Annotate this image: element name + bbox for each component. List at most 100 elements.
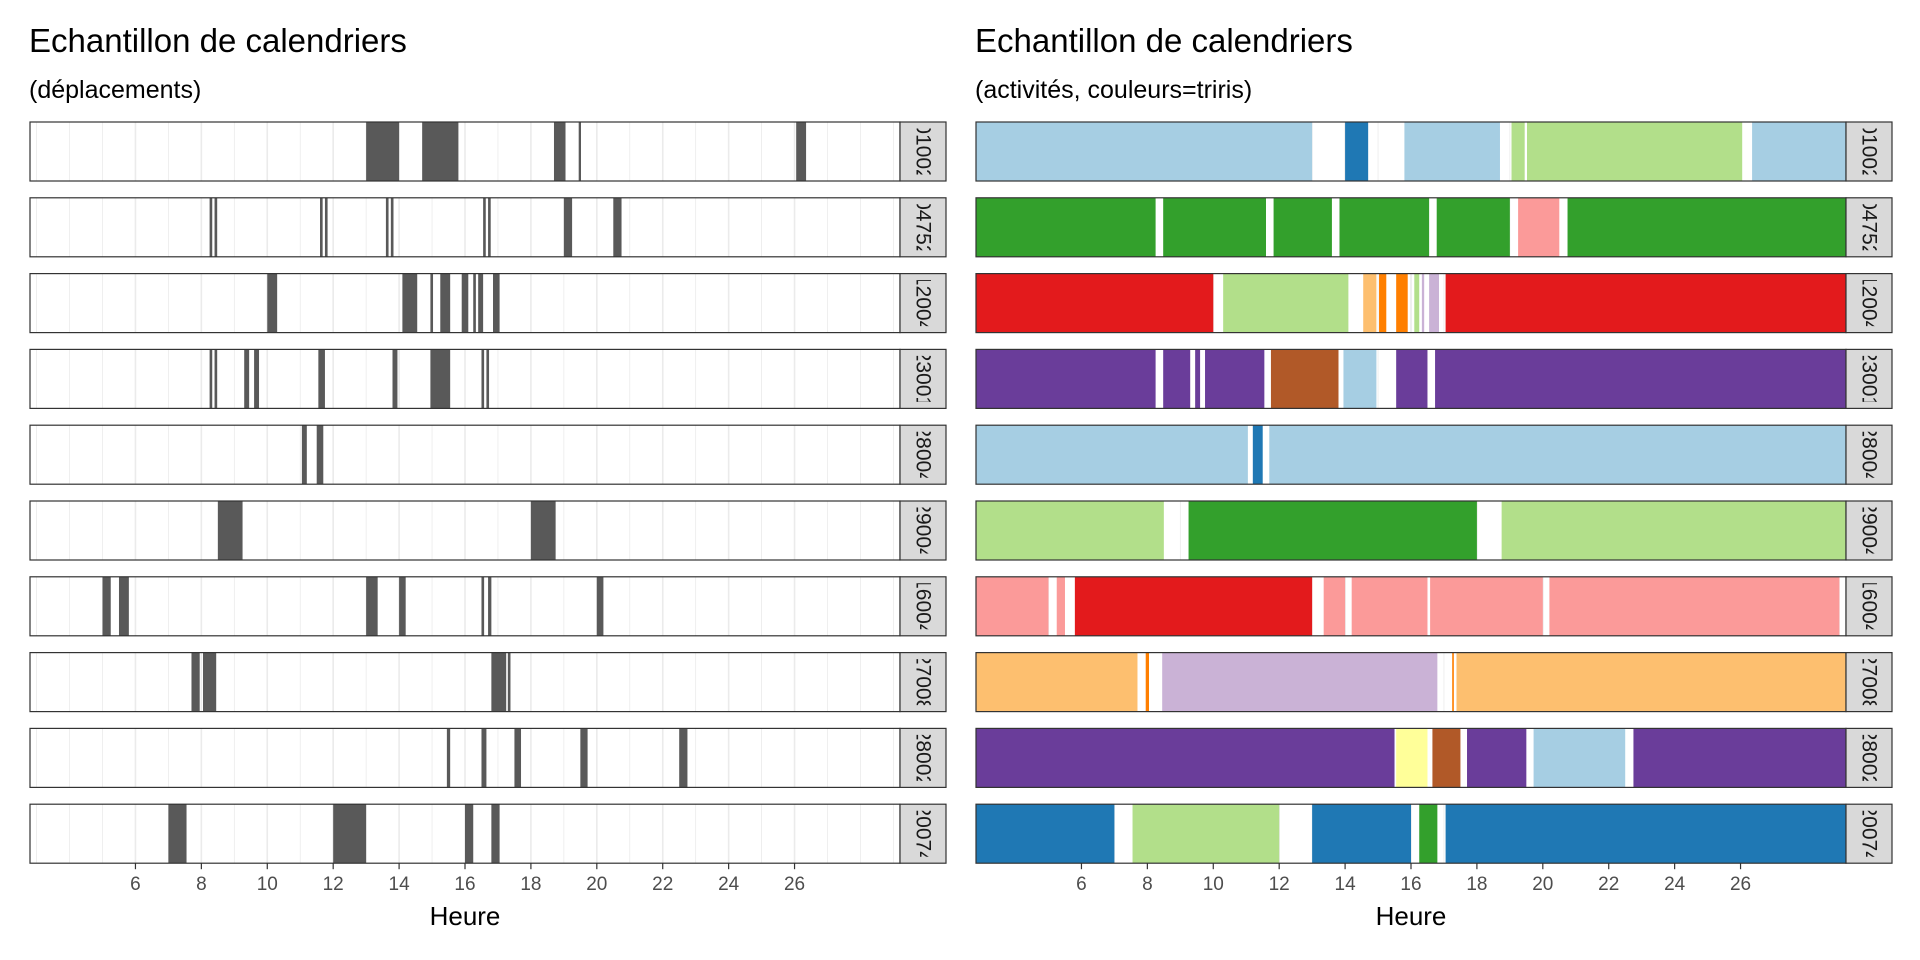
activity-bar bbox=[1323, 576, 1346, 636]
facet-29004: 29004 bbox=[975, 500, 1893, 561]
trip-bar bbox=[209, 349, 213, 409]
trip-bar bbox=[430, 273, 434, 333]
left-panel-group: 01002 04752 12004 23001 28004 29004 16004 27008… bbox=[29, 121, 947, 931]
facet-strip bbox=[1845, 273, 1893, 334]
activity-bar bbox=[1501, 501, 1846, 560]
trip-bar bbox=[385, 197, 389, 257]
activity-bar bbox=[976, 652, 1138, 712]
trip-bar bbox=[399, 576, 406, 636]
x-tick-label: 10 bbox=[257, 874, 278, 895]
trip-bar bbox=[214, 197, 218, 257]
facet-label: 01002 bbox=[912, 122, 935, 180]
trip-bar bbox=[461, 273, 469, 333]
x-tick-label: 22 bbox=[1598, 874, 1619, 895]
activity-bar bbox=[1363, 273, 1377, 333]
facet-strip bbox=[899, 500, 947, 561]
facet-strip bbox=[1845, 651, 1893, 713]
activity-bar bbox=[976, 501, 1164, 560]
trip-bar bbox=[493, 273, 500, 333]
activity-bar bbox=[976, 728, 1395, 788]
activity-bar bbox=[1269, 425, 1846, 485]
trip-bar bbox=[324, 197, 328, 257]
activity-bar bbox=[1549, 576, 1840, 636]
facet-28002: 28002 bbox=[975, 727, 1893, 789]
trip-bar bbox=[301, 425, 307, 485]
trip-bar bbox=[392, 349, 398, 409]
trip-bar bbox=[578, 122, 581, 181]
activity-bar bbox=[1252, 425, 1263, 485]
facet-04752: 04752 bbox=[975, 197, 1893, 258]
activity-bar bbox=[1163, 349, 1191, 409]
facet-label: 28002 bbox=[912, 729, 935, 787]
trip-bar bbox=[613, 197, 622, 257]
x-tick-label: 12 bbox=[1269, 874, 1290, 895]
activity-bar bbox=[1195, 349, 1201, 409]
activity-bar bbox=[1456, 652, 1846, 712]
facet-label: 28002 bbox=[1858, 729, 1881, 787]
activity-bar bbox=[1633, 728, 1846, 788]
activity-bar bbox=[1074, 576, 1313, 636]
x-tick-label: 26 bbox=[784, 874, 805, 895]
x-axis-title: Heure bbox=[430, 901, 501, 931]
left-chart-subtitle: (déplacements) bbox=[29, 76, 202, 104]
activity-bar bbox=[976, 576, 1049, 636]
facet-label: 23001 bbox=[1858, 350, 1881, 408]
trip-bar bbox=[481, 576, 485, 636]
x-tick-label: 10 bbox=[1203, 874, 1224, 895]
facet-20074: 20074 bbox=[29, 803, 947, 864]
trip-bar bbox=[514, 728, 522, 788]
facet-strip bbox=[899, 576, 947, 637]
x-tick-label: 16 bbox=[1400, 874, 1421, 895]
right-panel-group: 01002 04752 12004 23001 28004 29004 16004 27008… bbox=[975, 121, 1893, 931]
activity-bar bbox=[976, 425, 1248, 485]
x-tick-label: 12 bbox=[323, 874, 344, 895]
trip-bar bbox=[796, 122, 807, 181]
facet-label: 01002 bbox=[1858, 122, 1881, 180]
trip-bar bbox=[446, 728, 451, 788]
trip-bar bbox=[491, 804, 500, 864]
trip-bar bbox=[217, 501, 243, 560]
trip-bar bbox=[473, 273, 476, 333]
facet-strip bbox=[1845, 727, 1893, 789]
activity-bar bbox=[1396, 273, 1408, 333]
x-tick-label: 18 bbox=[1466, 874, 1487, 895]
trip-bar bbox=[430, 349, 451, 409]
facet-label: 20074 bbox=[912, 804, 935, 863]
facet-label: 16004 bbox=[912, 577, 935, 636]
facet-label: 23001 bbox=[912, 350, 935, 408]
facet-strip bbox=[899, 348, 947, 409]
facet-label: 04752 bbox=[1858, 198, 1881, 256]
trip-bar bbox=[168, 804, 187, 864]
facet-strip bbox=[1845, 576, 1893, 637]
facet-label: 28004 bbox=[912, 425, 935, 484]
facet-strip bbox=[1845, 197, 1893, 258]
activity-bar bbox=[976, 197, 1156, 257]
trip-bar bbox=[679, 728, 688, 788]
trip-bar bbox=[478, 273, 484, 333]
activity-bar bbox=[976, 273, 1214, 333]
trip-bar bbox=[203, 652, 217, 712]
activity-bar bbox=[1056, 576, 1065, 636]
trip-bar bbox=[402, 273, 418, 333]
activity-bar bbox=[1396, 728, 1428, 788]
facet-20074: 20074 bbox=[975, 803, 1893, 864]
x-tick-label: 20 bbox=[1532, 874, 1553, 895]
activity-bar bbox=[1312, 804, 1411, 864]
trip-bar bbox=[596, 576, 604, 636]
trip-bar bbox=[507, 652, 511, 712]
facet-27008: 27008 bbox=[975, 651, 1893, 713]
x-axis-title: Heure bbox=[1376, 901, 1447, 931]
trip-bar bbox=[118, 576, 129, 636]
facet-strip bbox=[899, 803, 947, 864]
trip-bar bbox=[318, 349, 325, 409]
x-tick-label: 16 bbox=[454, 874, 475, 895]
x-tick-label: 22 bbox=[652, 874, 673, 895]
activity-bar bbox=[1162, 652, 1438, 712]
trip-bar bbox=[563, 197, 573, 257]
activity-bar bbox=[1419, 804, 1438, 864]
facet-label: 04752 bbox=[912, 198, 935, 256]
x-tick-label: 26 bbox=[1730, 874, 1751, 895]
activity-bar bbox=[976, 349, 1156, 409]
facet-16004: 16004 bbox=[975, 576, 1893, 637]
